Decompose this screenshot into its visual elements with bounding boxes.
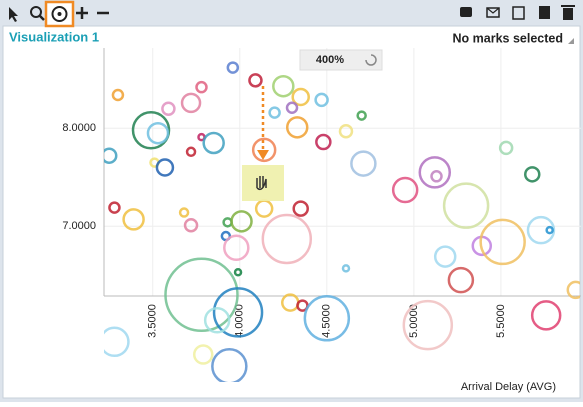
- bubble: [195, 80, 208, 94]
- bubble: [272, 74, 295, 98]
- bubble: [261, 213, 313, 265]
- status-arrow: [568, 38, 574, 44]
- bubble: [391, 176, 419, 204]
- bubble: [104, 147, 118, 164]
- bubble: [530, 300, 562, 331]
- bubble: [292, 200, 309, 217]
- x-tick-label: 5.5000: [495, 304, 507, 338]
- bubble: [285, 101, 299, 114]
- x-tick-label: 4.5000: [321, 304, 333, 338]
- bubble: [433, 245, 457, 268]
- bubble: [146, 121, 170, 145]
- bubble: [131, 111, 171, 150]
- zoom-box: [299, 49, 383, 71]
- x-axis-label: Arrival Delay (AVG): [461, 381, 556, 393]
- zoom-in[interactable]: [76, 7, 88, 19]
- panel: [2, 25, 581, 399]
- x-tick-label: 5.0000: [408, 304, 420, 338]
- panel-title: Visualization 1: [9, 29, 99, 44]
- bubble: [430, 170, 443, 183]
- bubble: [161, 101, 176, 116]
- bubble: [211, 348, 248, 382]
- bubble: [338, 123, 354, 139]
- bubble: [192, 344, 214, 365]
- bubble: [314, 92, 329, 108]
- mail-icon[interactable]: [486, 7, 500, 18]
- bubble: [303, 295, 351, 342]
- delete-icon[interactable]: [563, 8, 573, 20]
- bubble: [104, 326, 130, 358]
- select-tool[interactable]: [9, 7, 18, 22]
- x-tick-label: 4.0000: [234, 304, 246, 338]
- bubble: [356, 110, 367, 121]
- bubble: [203, 307, 231, 334]
- bubble: [498, 140, 514, 156]
- bubble: [185, 146, 197, 158]
- toolbar: [9, 0, 575, 28]
- bubble: [442, 182, 490, 229]
- bubble: [178, 207, 190, 218]
- bubble: [524, 166, 541, 183]
- comment-icon[interactable]: [460, 7, 472, 17]
- bubble: [233, 268, 243, 277]
- bubble: [526, 215, 556, 245]
- bubble: [447, 266, 475, 294]
- bubble: [402, 299, 454, 351]
- drag-arrowhead: [257, 150, 269, 160]
- marking-status[interactable]: No marks selected: [453, 31, 563, 45]
- bubble: [418, 156, 452, 189]
- bubble: [122, 208, 145, 231]
- copy-icon[interactable]: [539, 6, 550, 19]
- bubble: [566, 280, 580, 300]
- bubble: [251, 137, 277, 163]
- bubble: [268, 106, 281, 119]
- bubble: [291, 87, 310, 107]
- bubble: [180, 92, 202, 114]
- export-icon[interactable]: [512, 6, 525, 20]
- bubble: [315, 133, 332, 151]
- bubble: [111, 88, 125, 102]
- y-tick-label: 7.0000: [62, 220, 96, 232]
- bubble: [183, 218, 199, 233]
- bubble: [202, 131, 225, 155]
- hand-cursor: [256, 176, 267, 191]
- bubble: [226, 61, 240, 74]
- overlay: 400%: [242, 49, 383, 201]
- bubble: [155, 158, 175, 177]
- bubble: [545, 225, 554, 235]
- bubble: [223, 234, 250, 262]
- bubble: [108, 201, 121, 214]
- bubble: [212, 287, 264, 338]
- bubble: [230, 210, 253, 233]
- plot: 7.0000 8.0000 3.5000 4.0000 4.5000 5.0000 5.50…: [62, 48, 581, 382]
- y-tick-label: 8.0000: [62, 122, 96, 134]
- zoom-tool[interactable]: [30, 6, 42, 18]
- bubble: [164, 257, 239, 333]
- bubble: [350, 150, 377, 177]
- bubble: [285, 116, 309, 139]
- zoom-level: 400%: [316, 54, 344, 66]
- bubbles: [104, 61, 580, 382]
- bubble: [248, 73, 263, 88]
- bubble: [341, 264, 351, 273]
- bubble: [479, 218, 526, 266]
- reset-zoom[interactable]: [365, 54, 377, 66]
- x-tick-label: 3.5000: [147, 304, 159, 338]
